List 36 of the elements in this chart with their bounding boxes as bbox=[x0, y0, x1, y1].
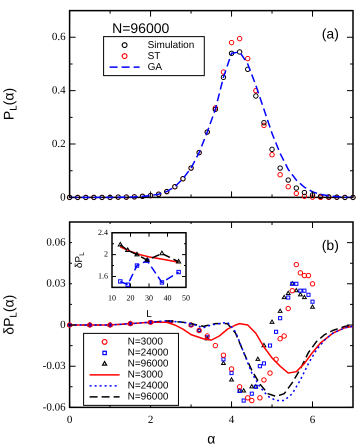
y-tick-label: 0 bbox=[60, 318, 66, 331]
annotation: N=96000 bbox=[112, 20, 170, 36]
legend-label: GA bbox=[148, 62, 162, 73]
legend-label: N=24000 bbox=[128, 380, 169, 392]
y-tick-label: -0.03 bbox=[42, 360, 66, 372]
legend-label: N=24000 bbox=[128, 348, 169, 359]
y-tick-label: 0.2 bbox=[52, 138, 66, 150]
legend-label: ST bbox=[148, 50, 160, 62]
x-tick-label: 30 bbox=[145, 293, 153, 302]
y-axis-title: PL(α) bbox=[0, 88, 20, 120]
y-tick-label: 1.6 bbox=[98, 272, 108, 281]
y-tick-label: -0.06 bbox=[42, 401, 66, 414]
x-axis-title: L bbox=[146, 308, 152, 320]
y-axis-title: δPL(α) bbox=[0, 294, 20, 335]
legend-label: N=96000 bbox=[128, 358, 169, 370]
x-tick-label: 10 bbox=[108, 293, 116, 302]
x-tick-label: 40 bbox=[164, 293, 172, 302]
legend-label: N=96000 bbox=[128, 392, 169, 403]
legend-label: N=3000 bbox=[128, 336, 164, 348]
x-tick-label: 4 bbox=[228, 414, 235, 426]
legend-label: N=3000 bbox=[128, 370, 164, 381]
annotation: (a) bbox=[322, 26, 339, 42]
y-tick-label: 2 bbox=[104, 250, 108, 259]
x-axis-title: α bbox=[207, 430, 216, 446]
y-tick-label: 0.4 bbox=[52, 84, 66, 97]
y-tick-label: 0 bbox=[60, 191, 66, 204]
y-tick-label: 0.06 bbox=[46, 236, 66, 248]
y-tick-label: 2.4 bbox=[98, 228, 108, 237]
y-tick-label: 0.03 bbox=[46, 278, 66, 290]
x-tick-label: 2 bbox=[148, 414, 154, 426]
legend-label: Simulation bbox=[148, 40, 194, 51]
x-tick-label: 50 bbox=[182, 293, 190, 302]
annotation: (b) bbox=[322, 236, 339, 253]
y-tick-label: 0.6 bbox=[52, 31, 66, 44]
x-tick-label: 6 bbox=[310, 414, 316, 426]
x-tick-label: 20 bbox=[126, 293, 134, 302]
